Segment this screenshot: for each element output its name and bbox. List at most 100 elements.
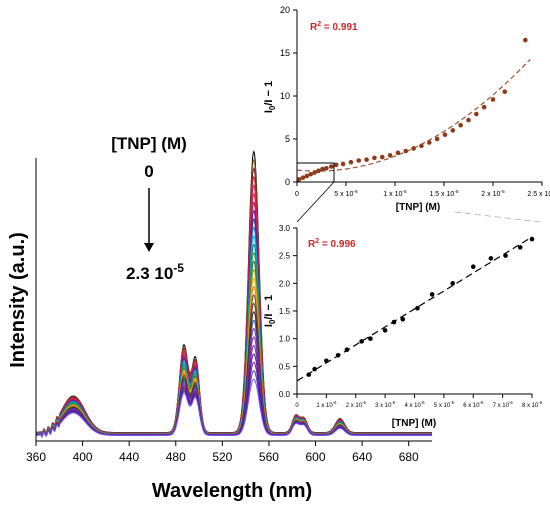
inset2-data-point bbox=[324, 358, 329, 364]
inset1-y-tick-label: 20 bbox=[280, 5, 290, 15]
inset-full-range-chart: 0 5 10 15 20 0 5 x 10-6 1 x 10-5 1.5 x 10-5 2 x … bbox=[263, 5, 550, 213]
inset1-y-tick-label: 5 bbox=[285, 134, 290, 144]
inset2-data-point bbox=[429, 292, 435, 297]
inset1-data-point bbox=[316, 168, 321, 174]
inset1-data-point bbox=[340, 161, 346, 167]
inset1-x-tick-label: 0 bbox=[295, 191, 299, 198]
inset1-data-point bbox=[356, 158, 362, 163]
inset1-data-point bbox=[411, 146, 416, 151]
inset1-x-axis-label: [TNP] (M) bbox=[396, 202, 440, 213]
inset1-data-point bbox=[419, 143, 424, 149]
inset1-x-tick-label: 5 x 10-6 bbox=[334, 189, 358, 198]
inset2-data-point bbox=[306, 372, 312, 377]
inset2-data-point bbox=[359, 339, 364, 344]
inset1-data-point bbox=[474, 111, 479, 117]
main-x-tick-label: 680 bbox=[399, 450, 419, 464]
inset1-x-tick-label: 2.5 x 10-5 bbox=[527, 189, 550, 198]
inset2-data-point bbox=[450, 281, 455, 286]
inset1-x-ticks: 0 5 x 10-6 1 x 10-5 1.5 x 10-5 2 x 10-5 2.5 x… bbox=[295, 182, 550, 198]
main-y-axis-label: Intensity (a.u.) bbox=[7, 232, 29, 368]
inset1-data-point bbox=[329, 164, 334, 169]
inset1-data-point bbox=[304, 173, 310, 179]
inset1-data-point bbox=[502, 89, 508, 94]
spectrum-line bbox=[36, 378, 432, 439]
inset2-x-ticks: 0 1 x 10-6 2 x 10-6 3 x 10-6 4 x 10-6 5 x 10-… bbox=[295, 394, 543, 409]
inset1-data-point bbox=[364, 157, 369, 162]
inset2-x-tick-label: 1 x 10-6 bbox=[316, 400, 337, 409]
inset2-x-tick-label: 6 x 10-6 bbox=[463, 400, 484, 409]
inset1-data-point bbox=[348, 159, 354, 165]
main-x-tick-label: 400 bbox=[73, 450, 93, 464]
inset1-y-ticks: 0 5 10 15 20 bbox=[280, 5, 297, 187]
inset1-data-point bbox=[320, 166, 325, 172]
inset2-data-point bbox=[415, 305, 420, 311]
inset1-data-point bbox=[372, 155, 377, 161]
inset1-y-tick-label: 15 bbox=[280, 48, 290, 58]
inset1-data-point bbox=[450, 128, 456, 133]
inset1-x-tick-label: 1 x 10-5 bbox=[383, 189, 407, 198]
inset1-data-point bbox=[523, 37, 528, 43]
inset1-r2-label: R2 = 0.991 bbox=[310, 21, 358, 33]
inset2-y-tick-label: 0.0 bbox=[279, 390, 291, 399]
inset2-y-tick-label: 3.0 bbox=[279, 224, 291, 233]
inset1-x-tick-label: 2 x 10-5 bbox=[481, 189, 505, 198]
main-x-tick-label: 600 bbox=[306, 450, 326, 464]
inset2-plot-area bbox=[297, 228, 532, 394]
inset1-x-tick-label: 1.5 x 10-5 bbox=[429, 189, 459, 198]
inset2-y-tick-label: 2.5 bbox=[279, 252, 291, 261]
inset2-y-tick-label: 2.0 bbox=[279, 279, 291, 288]
inset1-data-point bbox=[481, 104, 487, 110]
inset1-data-point bbox=[442, 132, 448, 137]
inset2-data-point bbox=[529, 236, 535, 242]
inset2-x-axis-label: [TNP] (M) bbox=[392, 418, 436, 429]
inset1-data-point bbox=[308, 171, 314, 177]
main-x-axis-label: Wavelength (nm) bbox=[152, 480, 312, 502]
inset1-data-point bbox=[490, 97, 496, 102]
inset2-data-point bbox=[368, 336, 373, 341]
tnp-annotation-arrow-head bbox=[144, 243, 154, 252]
inset1-data-points bbox=[296, 37, 528, 182]
inset2-x-tick-label: 8 x 10-6 bbox=[522, 400, 543, 409]
inset2-data-point bbox=[312, 366, 317, 372]
main-x-tick-label: 360 bbox=[26, 450, 46, 464]
inset1-data-point bbox=[387, 153, 393, 158]
inset1-data-point bbox=[296, 177, 302, 182]
main-x-tick-label: 440 bbox=[119, 450, 139, 464]
inset1-data-point bbox=[427, 140, 432, 145]
zoom-connector-left bbox=[296, 181, 335, 223]
inset1-plot-area bbox=[297, 10, 542, 182]
inset2-data-point bbox=[391, 319, 397, 325]
inset1-data-point bbox=[434, 136, 440, 142]
main-x-tick-label: 520 bbox=[212, 450, 232, 464]
inset1-data-point bbox=[466, 117, 471, 123]
inset2-y-tick-label: 1.0 bbox=[279, 335, 291, 344]
inset2-data-point bbox=[400, 317, 406, 322]
main-x-tick-label: 480 bbox=[166, 450, 186, 464]
inset1-y-tick-label: 0 bbox=[285, 177, 290, 187]
inset2-x-tick-label: 4 x 10-6 bbox=[404, 400, 425, 409]
inset2-fit-line bbox=[296, 236, 533, 382]
inset2-x-tick-label: 3 x 10-6 bbox=[375, 400, 396, 409]
inset2-data-point bbox=[470, 264, 476, 270]
inset2-data-point bbox=[503, 253, 508, 258]
inset2-r2-label: R2 = 0.996 bbox=[308, 238, 356, 250]
tnp-annotation-start: 0 bbox=[144, 162, 153, 181]
inset1-data-point bbox=[300, 175, 306, 180]
inset2-data-point bbox=[335, 352, 341, 358]
inset1-data-point bbox=[312, 170, 317, 175]
tnp-annotation-end: 2.3 10-5 bbox=[126, 261, 184, 283]
main-spectra-lines bbox=[35, 150, 432, 439]
inset1-data-point bbox=[403, 148, 409, 154]
inset2-data-points bbox=[306, 236, 535, 377]
inset1-zoom-box bbox=[296, 162, 335, 183]
inset-low-range-chart: 0.0 0.5 1.0 1.5 2.0 2.5 3.0 0 1 x 10-6 2 x 10-6 3… bbox=[263, 224, 543, 429]
inset2-y-tick-label: 0.5 bbox=[279, 362, 291, 371]
inset2-data-point bbox=[382, 328, 388, 333]
inset1-data-point bbox=[379, 154, 385, 160]
inset2-x-tick-label: 2 x 10-6 bbox=[346, 400, 367, 409]
inset1-data-point bbox=[324, 165, 329, 171]
zoom-connector-right bbox=[454, 211, 541, 223]
inset2-data-point bbox=[517, 245, 523, 250]
inset2-data-point bbox=[488, 256, 494, 261]
